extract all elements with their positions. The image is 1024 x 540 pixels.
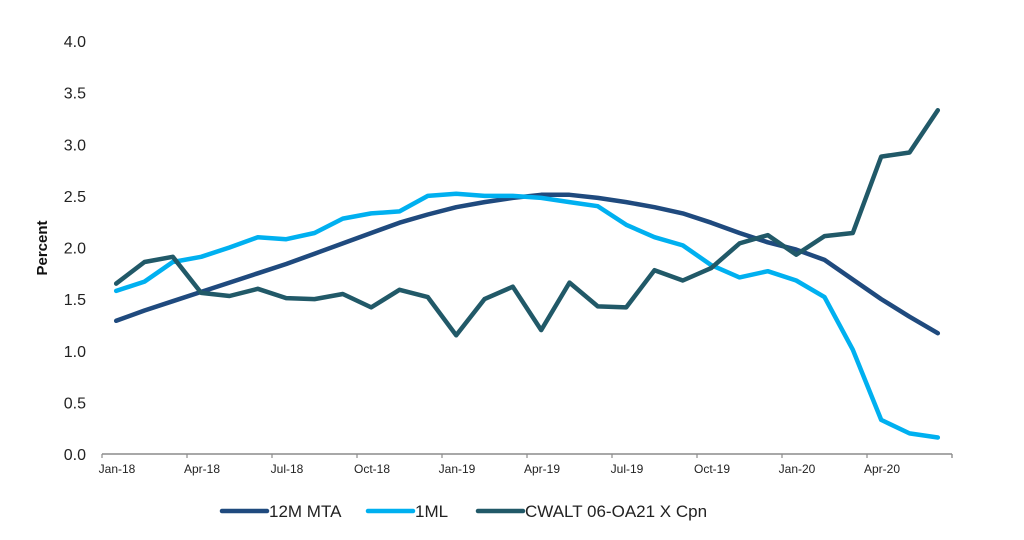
y-tick-label: 2.5 <box>64 189 86 206</box>
y-tick-label: 1.5 <box>64 292 86 309</box>
x-tick-label: Jan-20 <box>779 462 816 476</box>
y-tick-label: 1.0 <box>64 344 86 361</box>
x-tick-label: Oct-19 <box>694 462 730 476</box>
legend-label: CWALT 06-OA21 X Cpn <box>525 502 707 521</box>
x-tick-label: Jan-18 <box>99 462 136 476</box>
series-line-1ml <box>113 191 941 440</box>
y-tick-label: 0.5 <box>64 395 86 412</box>
x-tick-label: Jan-19 <box>439 462 476 476</box>
y-tick-label: 4.0 <box>64 34 86 51</box>
y-tick-label: 2.0 <box>64 241 86 258</box>
x-axis: Jan-18 Apr-18 Jul-18 Oct-18 Jan-19 Apr-19 Jul-… <box>99 453 953 476</box>
x-tick-label: Apr-18 <box>184 462 220 476</box>
y-tick-label: 0.0 <box>64 447 86 464</box>
y-tick-label: 3.0 <box>64 137 86 154</box>
series-group <box>113 107 941 440</box>
series-line-cwalt-06-oa21-x-cpn <box>113 107 941 338</box>
y-axis: 0.0 0.5 1.0 1.5 2.0 2.5 3.0 3.5 4.0 <box>64 34 86 464</box>
y-axis-label: Percent <box>34 220 51 275</box>
legend-label: 1ML <box>415 502 448 521</box>
legend: 12M MTA 1ML CWALT 06-OA21 X Cpn <box>219 502 707 521</box>
x-tick-label: Apr-20 <box>864 462 900 476</box>
legend-label: 12M MTA <box>269 502 342 521</box>
x-tick-label: Jul-18 <box>271 462 304 476</box>
x-tick-label: Jul-19 <box>611 462 644 476</box>
x-tick-label: Apr-19 <box>524 462 560 476</box>
y-tick-label: 3.5 <box>64 86 86 103</box>
x-tick-label: Oct-18 <box>354 462 390 476</box>
